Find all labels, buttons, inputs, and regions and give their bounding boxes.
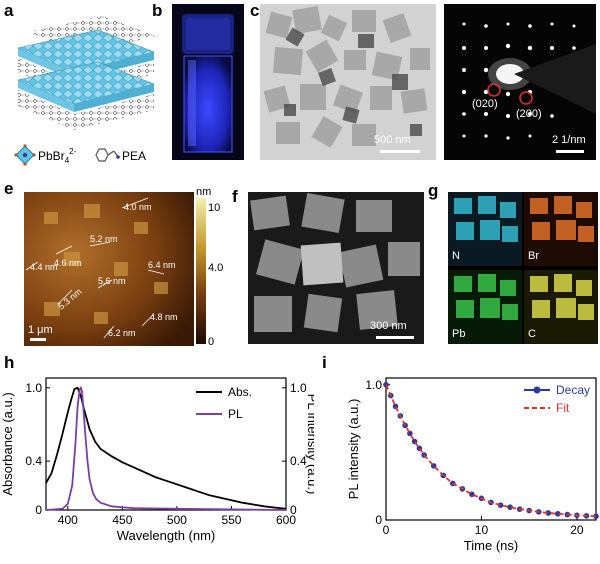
y-tick-label: 0 xyxy=(375,513,382,527)
afm-annotation-1: 4.0 nm xyxy=(124,202,152,212)
fit-line xyxy=(385,384,597,518)
panel-letter-f: f xyxy=(232,187,238,206)
chart-i-pl-decay: 0 10 20 0 1.0 Time (ns) PL intensity (a.u.) Dec… xyxy=(346,377,599,553)
decay-data-point xyxy=(497,502,504,508)
y2-tick-label: 1.0 xyxy=(290,381,307,395)
y2-tick-label: 0.4 xyxy=(290,454,307,468)
organic-layer-bottom xyxy=(18,90,154,130)
scale-label-f: 300 nm xyxy=(370,320,407,332)
x-tick-label: 400 xyxy=(58,513,78,527)
x-tick-label: 10 xyxy=(475,523,489,537)
x-tick-label: 0 xyxy=(383,523,390,537)
plot-frame-i xyxy=(385,377,597,521)
panel-c-tem-image: 500 nm xyxy=(260,4,436,160)
afm-colorbar-min: 0 xyxy=(208,336,215,348)
panel-letter-a: a xyxy=(4,1,14,20)
y-tick-label: 1.0 xyxy=(365,378,382,392)
panel-letter-c: c xyxy=(250,1,260,20)
x-axis-label: Wavelength (nm) xyxy=(117,528,216,543)
haadf-nanoplates xyxy=(248,192,424,344)
y-tick-label: 1.0 xyxy=(25,381,42,395)
afm-topography xyxy=(24,192,194,346)
legend-label: Abs. xyxy=(228,385,252,399)
panel-e-afm-image: 4.0 nm 4.6 nm 5.2 nm 4.4 nm 6.4 nm 5.6 n… xyxy=(24,192,194,346)
pea-molecule-legend-icon xyxy=(95,148,120,162)
scale-label-d: 2 1/nm xyxy=(552,134,586,146)
y-axis-label: PL intensity (a.u.) xyxy=(346,399,361,500)
panel-g-eds-maps: N Br Pb C xyxy=(448,192,598,344)
x-tick-label: 20 xyxy=(570,523,584,537)
eds-label-br: Br xyxy=(528,250,539,262)
panel-letter-g: g xyxy=(428,181,439,200)
afm-annotation-8: 4.8 nm xyxy=(150,312,178,322)
legend-label: PL xyxy=(228,407,243,421)
afm-annotation-5: 6.4 nm xyxy=(148,260,176,270)
panel-letter-i: i xyxy=(322,353,327,372)
inorganic-layer-2-front xyxy=(74,84,154,112)
spot-label-020: (020) xyxy=(472,98,498,110)
chart-h-absorbance-pl: 400 450 500 550 60000.41.000.41.0Wavelength … xyxy=(0,377,314,543)
decay-data-point xyxy=(545,510,552,516)
octahedron-legend-icon xyxy=(14,144,36,166)
panel-b-cuvette-photo xyxy=(172,4,244,160)
x-tick-label: 550 xyxy=(221,513,241,527)
eds-label-c: C xyxy=(528,328,536,340)
panel-letter-e: e xyxy=(4,179,14,198)
afm-colorbar-unit: nm xyxy=(196,186,212,198)
scale-label-e: 1 μm xyxy=(28,324,53,336)
eds-label-pb: Pb xyxy=(452,328,466,340)
afm-annotation-6: 5.6 nm xyxy=(98,276,126,286)
spot-020-marker xyxy=(487,83,501,97)
afm-annotation-4: 4.4 nm xyxy=(30,262,58,272)
afm-annotation-9: 6.2 nm xyxy=(108,328,136,338)
afm-annotation-3: 5.2 nm xyxy=(90,234,118,244)
afm-colorbar-mid: 4.0 xyxy=(208,262,224,274)
y2-axis-label: PL intensity (a.u.) xyxy=(305,394,314,495)
scale-bar-e xyxy=(30,338,46,341)
legend-octahedron-label: PbBr42- xyxy=(38,147,77,165)
eds-label-n: N xyxy=(452,250,460,262)
afm-annotation-2: 4.6 nm xyxy=(54,258,82,268)
series-line-pl xyxy=(45,386,287,511)
y2-tick-label: 0 xyxy=(290,503,297,517)
panel-d-saed-pattern: (020) (200) 2 1/nm xyxy=(444,4,596,160)
afm-colorbar xyxy=(196,198,206,344)
x-tick-label: 450 xyxy=(112,513,132,527)
diffraction-spots xyxy=(444,4,596,160)
tem-nanoplates xyxy=(260,4,436,160)
eds-elemental-maps xyxy=(448,192,598,344)
panel-letter-b: b xyxy=(152,1,163,20)
legend-marker-decay xyxy=(533,386,541,394)
scale-bar-c xyxy=(380,150,420,153)
scale-label-c: 500 nm xyxy=(374,134,411,146)
decay-data-point xyxy=(555,510,561,517)
y-tick-label: 0.4 xyxy=(25,454,42,468)
panel-letter-h: h xyxy=(4,353,15,372)
afm-colorbar-max: 10 xyxy=(208,202,221,214)
legend-label-decay: Decay xyxy=(556,383,590,397)
legend-label-fit: Fit xyxy=(556,401,570,415)
decay-data-point xyxy=(593,513,599,520)
panel-a-structure-illustration: PbBr42- PEA xyxy=(14,16,156,166)
x-tick-label: 600 xyxy=(276,513,296,527)
beam-stopper xyxy=(514,44,596,114)
legend-pea-label: PEA xyxy=(122,149,146,163)
inorganic-layer-2-side xyxy=(18,80,74,112)
plot-frame-h xyxy=(45,377,287,511)
y-axis-label: Absorbance (a.u.) xyxy=(0,392,15,495)
spot-200-marker xyxy=(519,91,533,105)
scale-bar-d xyxy=(556,150,584,153)
x-axis-label: Time (ns) xyxy=(464,538,518,553)
x-tick-label: 500 xyxy=(167,513,187,527)
panel-f-haadf-image: 300 nm xyxy=(248,192,424,344)
scale-bar-f xyxy=(376,336,414,339)
y-tick-label: 0 xyxy=(35,503,42,517)
decay-data-point xyxy=(507,504,513,510)
series-line-abs xyxy=(45,386,287,510)
spot-label-200: (200) xyxy=(516,108,542,120)
